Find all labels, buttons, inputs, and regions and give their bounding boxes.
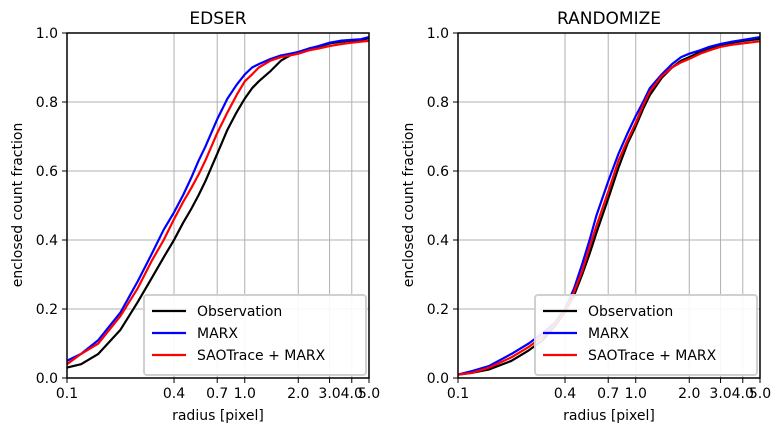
y-ticks-randomize: 0.0 0.2 0.4 0.6 0.8 1.0 [427, 26, 458, 387]
y-tick-label: 0.8 [427, 95, 449, 111]
x-tick-label: 0.1 [56, 386, 78, 402]
y-tick-label: 0.6 [427, 164, 449, 180]
y-tick-label: 0.0 [36, 371, 58, 387]
chart-panel-randomize: 0.1 0.4 0.7 1.0 2.0 3.0 4.05.0 0.0 0.2 0.4 0.6 0.8… [401, 9, 771, 424]
plot-frame-edser [66, 32, 370, 379]
x-tick-label: 1.0 [234, 386, 256, 402]
legend-label: Observation [197, 304, 282, 320]
x-tick-label: 0.4 [163, 386, 185, 402]
x-tick-label: 0.7 [597, 386, 619, 402]
x-tick-label: 3.0 [318, 386, 340, 402]
series-line-marx [66, 36, 370, 362]
x-tick-label: 5.0 [358, 386, 380, 402]
legend-label: SAOTrace + MARX [197, 348, 326, 364]
chart-panel-edser: 0.1 0.4 0.7 1.0 2.0 3.0 4.05.0 0.0 0.2 0.4 0.6 0.8… [10, 9, 380, 424]
x-tick-label: 0.7 [206, 386, 228, 402]
legend-edser: Observation MARX SAOTrace + MARX [143, 294, 367, 376]
x-tick-label: 1.0 [625, 386, 647, 402]
y-tick-label: 0.4 [427, 233, 449, 249]
y-tick-label: 0.2 [427, 302, 449, 318]
legend-label: MARX [588, 326, 629, 342]
series-line-saotrace-marx [66, 39, 370, 366]
x-ticks-edser: 0.1 0.4 0.7 1.0 2.0 3.0 4.05.0 [56, 378, 380, 402]
y-ticks-edser: 0.0 0.2 0.4 0.6 0.8 1.0 [36, 26, 67, 387]
series-group-edser [66, 36, 370, 369]
chart-title-randomize: RANDOMIZE [557, 9, 661, 29]
legend-randomize: Observation MARX SAOTrace + MARX [534, 294, 758, 376]
y-axis-label-randomize: enclosed count fraction [401, 123, 417, 288]
chart-title-edser: EDSER [189, 9, 246, 29]
legend-box [143, 294, 367, 376]
legend-label: SAOTrace + MARX [588, 348, 717, 364]
x-tick-label: 3.0 [709, 386, 731, 402]
x-tick-label: 0.1 [447, 386, 469, 402]
x-tick-label: 4.0 [732, 386, 754, 402]
y-tick-label: 0.4 [36, 233, 58, 249]
x-axis-label-randomize: radius [pixel] [563, 408, 655, 424]
y-tick-label: 1.0 [427, 26, 449, 42]
x-ticks-randomize: 0.1 0.4 0.7 1.0 2.0 3.0 4.05.0 [447, 378, 771, 402]
legend-label: Observation [588, 304, 673, 320]
y-tick-label: 0.0 [427, 371, 449, 387]
y-tick-label: 0.6 [36, 164, 58, 180]
x-tick-label: 5.0 [749, 386, 771, 402]
y-tick-label: 0.2 [36, 302, 58, 318]
y-tick-label: 1.0 [36, 26, 58, 42]
x-tick-label: 4.0 [341, 386, 363, 402]
legend-box [534, 294, 758, 376]
plot-frame-randomize [457, 32, 761, 379]
x-tick-label: 2.0 [287, 386, 309, 402]
x-tick-label: 0.4 [554, 386, 576, 402]
x-tick-label: 2.0 [678, 386, 700, 402]
y-axis-label-edser: enclosed count fraction [10, 123, 26, 288]
legend-label: MARX [197, 326, 238, 342]
y-tick-label: 0.8 [36, 95, 58, 111]
x-axis-label-edser: radius [pixel] [172, 408, 264, 424]
